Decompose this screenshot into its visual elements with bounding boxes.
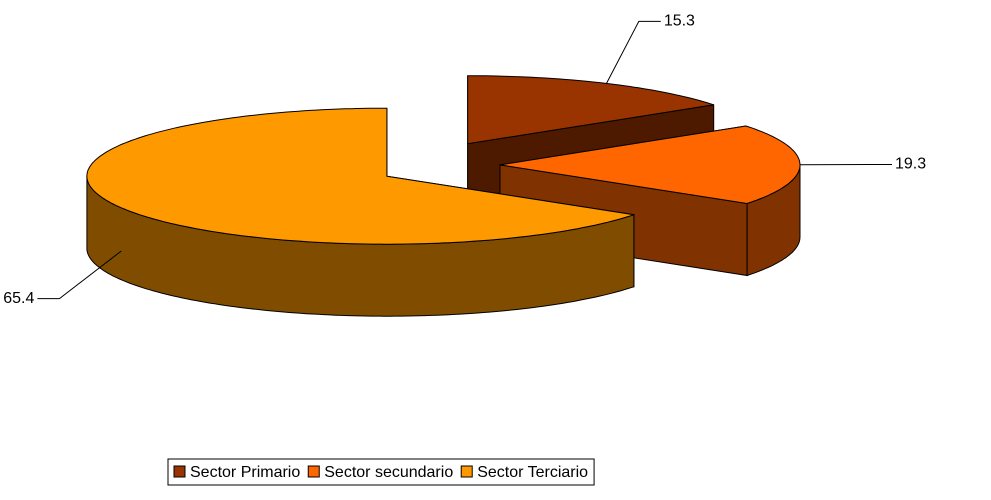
data-label: 15.3 — [664, 13, 695, 30]
legend: Sector Primario Sector secundario Sector T… — [167, 458, 595, 486]
legend-label: Sector Terciario — [477, 464, 588, 481]
leader-line — [37, 250, 122, 300]
legend-swatch — [460, 465, 473, 478]
leader-line — [606, 20, 661, 84]
legend-label: Sector Primario — [190, 464, 300, 481]
legend-box — [167, 458, 595, 486]
slice-top — [467, 75, 714, 145]
data-label: 65.4 — [3, 290, 34, 307]
data-label: 19.3 — [895, 156, 926, 173]
legend-swatch — [173, 465, 186, 478]
slice-top — [86, 107, 635, 245]
pie: 15.3 19.3 65.4 — [3, 13, 926, 317]
legend-swatch — [307, 465, 320, 478]
legend-label: Sector secundario — [324, 464, 453, 481]
